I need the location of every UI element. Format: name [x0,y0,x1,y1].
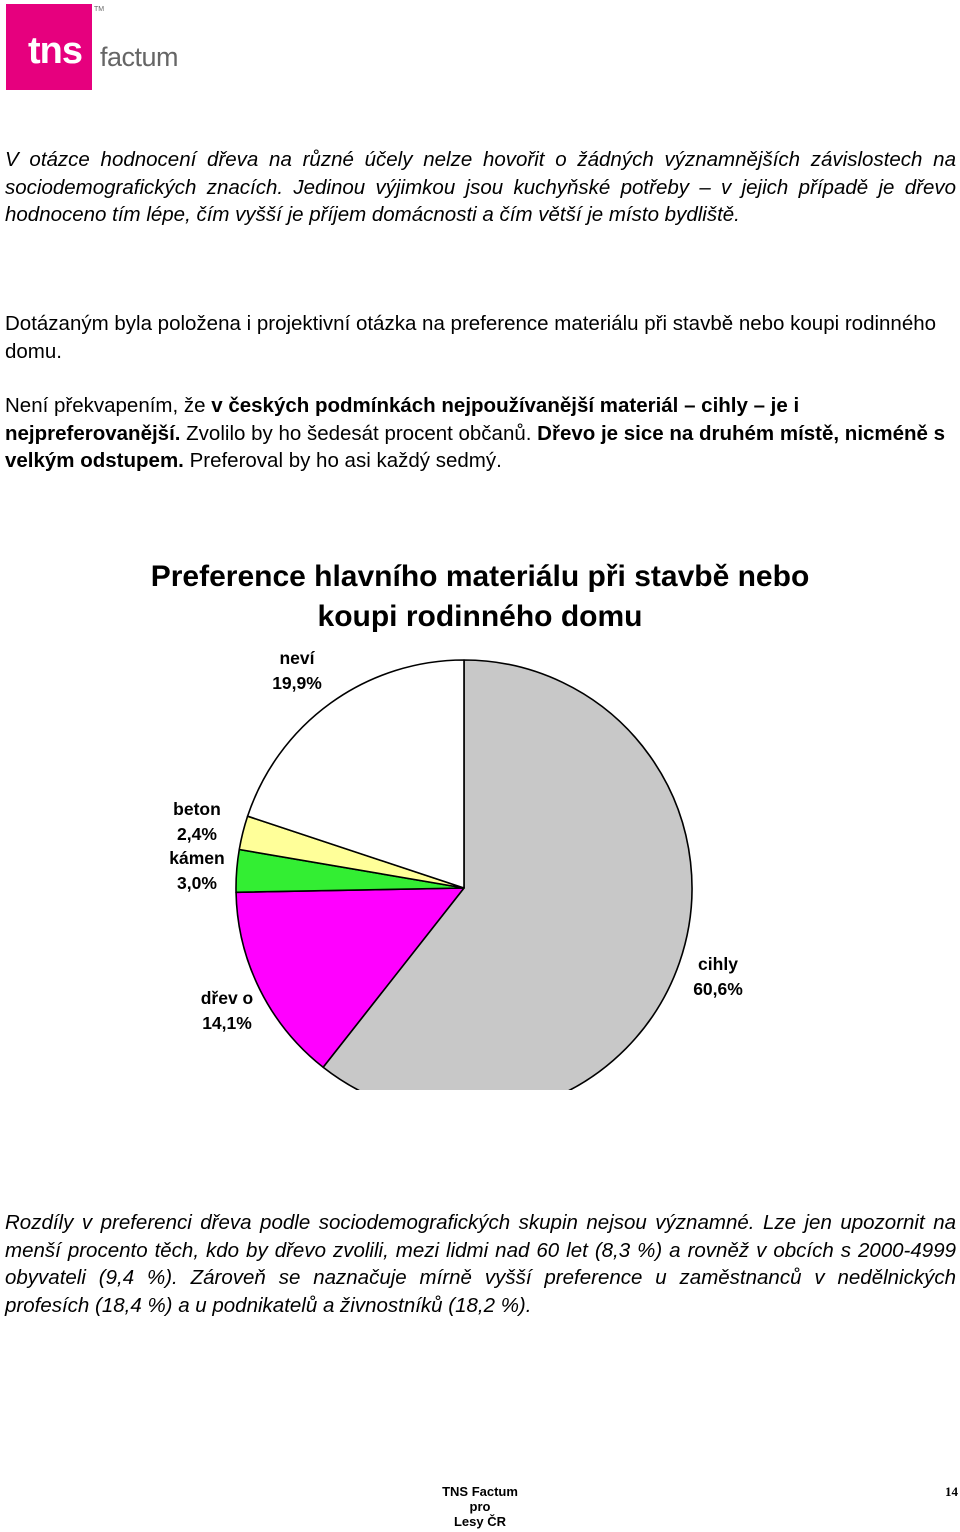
findings-text-2: Zvolilo by ho šedesát procent občanů. [180,421,538,445]
findings-bold-2: Dřevo je sice na druhém místě, nicméně s… [5,421,946,473]
page-number: 14 [945,1484,958,1499]
chart-title-line-1: Preference hlavního materiálu při stavbě… [150,560,810,593]
tns-factum-logo: tns factum TM [6,4,179,90]
findings-bold-1: v českých podmínkách nejpoužívanější mat… [5,394,800,445]
pie-slice-1 [235,887,465,1069]
logo-magenta-square [6,4,92,90]
slice-label-drevo-name: dřev o [200,988,254,1008]
slice-label-kamen-value: 3,0% [177,872,217,893]
slice-label-kamen: kámen 3,0% [160,846,234,895]
slice-label-cihly-value: 60,6% [693,978,743,999]
slice-label-nevi-name: neví [279,648,315,668]
pie-slice-0 [322,659,693,1090]
slice-label-drevo-value: 14,1% [202,1012,252,1033]
logo-brand-name: factum [100,42,179,72]
slice-label-nevi: neví 19,9% [265,646,329,695]
paragraph-intro: V otázce hodnocení dřeva na různé účely … [5,148,956,226]
paragraph-differences: Rozdíly v preferenci dřeva podle sociode… [5,1211,956,1317]
footer-line-3: Lesy ČR [453,1514,507,1529]
slice-label-cihly: cihly 60,6% [682,952,754,1001]
page-footer: TNS Factum pro Lesy ČR [420,1484,540,1529]
slice-label-beton-name: beton [173,799,221,819]
findings-text-3: Preferoval by ho asi každý sedmý. [183,449,502,472]
slice-label-drevo: dřev o 14,1% [190,986,264,1035]
footer-line-2: pro [469,1499,491,1514]
logo-trademark: TM [94,6,105,13]
slice-label-cihly-name: cihly [698,954,738,974]
slice-label-beton-value: 2,4% [177,823,217,844]
paragraph-findings: Není překvapením, že v českých podmínkác… [5,392,956,475]
slice-label-kamen-name: kámen [169,848,225,868]
pie-slice-4 [246,659,465,889]
logo-brand-short: tns [28,30,83,72]
slice-label-nevi-value: 19,9% [272,672,322,693]
paragraph-question: Dotázaným byla položena i projektivní ot… [5,312,937,363]
chart-title: Preference hlavního materiálu při stavbě… [100,557,860,637]
slice-label-beton: beton 2,4% [160,797,234,846]
findings-text-1: Není překvapením, že [5,394,212,417]
footer-line-1: TNS Factum [442,1484,518,1499]
chart-title-line-2: koupi rodinného domu [317,600,643,633]
pie-chart [235,659,693,1090]
